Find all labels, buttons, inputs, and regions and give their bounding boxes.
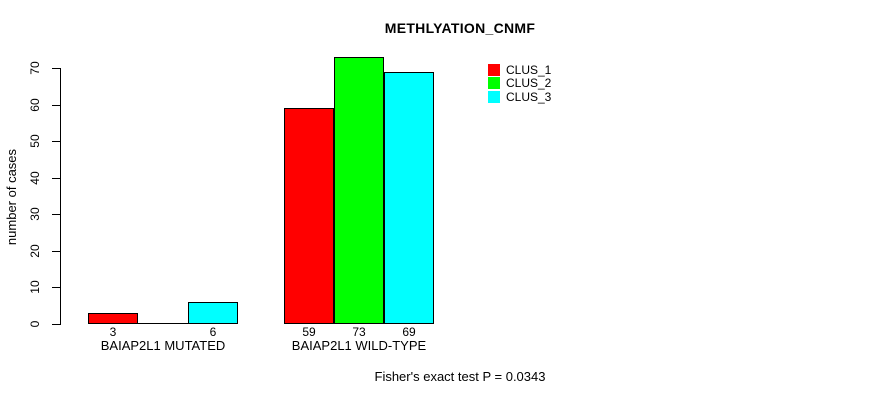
fisher-test-annotation: Fisher's exact test P = 0.0343 bbox=[374, 369, 546, 384]
y-tick-mark bbox=[52, 178, 60, 179]
y-tick-mark bbox=[52, 214, 60, 215]
y-tick-label: 50 bbox=[28, 134, 42, 148]
y-tick-label: 70 bbox=[28, 61, 42, 75]
y-axis-title: number of cases bbox=[4, 148, 19, 246]
x-category-label: BAIAP2L1 WILD-TYPE bbox=[291, 338, 427, 353]
y-axis-line bbox=[60, 68, 61, 325]
bar-clus_1-group1 bbox=[88, 313, 138, 324]
legend-item-clus_1: CLUS_1 bbox=[488, 63, 551, 77]
bar-clus_2-group2 bbox=[334, 57, 384, 324]
bar-value-label: 59 bbox=[302, 325, 316, 339]
y-tick-mark bbox=[52, 324, 60, 325]
legend-label: CLUS_2 bbox=[506, 76, 552, 91]
y-tick-mark bbox=[52, 251, 60, 252]
legend-item-clus_3: CLUS_3 bbox=[488, 90, 551, 104]
bar-value-label: 73 bbox=[352, 325, 366, 339]
bar-clus_1-group2 bbox=[284, 108, 334, 324]
y-tick-label: 40 bbox=[28, 171, 42, 185]
chart-title: METHLYATION_CNMF bbox=[384, 20, 536, 36]
legend-label: CLUS_3 bbox=[506, 89, 552, 104]
legend-swatch-icon bbox=[488, 90, 500, 103]
legend-item-clus_2: CLUS_2 bbox=[488, 77, 551, 91]
y-tick-mark bbox=[52, 141, 60, 142]
y-tick-label: 60 bbox=[28, 98, 42, 112]
y-tick-label: 30 bbox=[28, 207, 42, 221]
legend: CLUS_1 CLUS_2 CLUS_3 bbox=[488, 63, 551, 104]
legend-label: CLUS_1 bbox=[506, 62, 552, 77]
y-tick-label: 10 bbox=[28, 280, 42, 294]
y-tick-mark bbox=[52, 287, 60, 288]
y-tick-label: 20 bbox=[28, 244, 42, 258]
bar-value-label: 3 bbox=[109, 325, 117, 339]
x-category-label: BAIAP2L1 MUTATED bbox=[100, 338, 226, 353]
bar-value-label: 6 bbox=[209, 325, 217, 339]
y-tick-label: 0 bbox=[28, 320, 42, 328]
bar-clus_3-group2 bbox=[384, 72, 434, 324]
bar-value-label: 69 bbox=[402, 325, 416, 339]
legend-swatch-icon bbox=[488, 63, 500, 76]
legend-swatch-icon bbox=[488, 77, 500, 90]
bar-clus_2-group1-zero bbox=[138, 323, 188, 324]
y-tick-mark bbox=[52, 105, 60, 106]
bar-clus_3-group1 bbox=[188, 302, 238, 324]
y-tick-mark bbox=[52, 68, 60, 69]
